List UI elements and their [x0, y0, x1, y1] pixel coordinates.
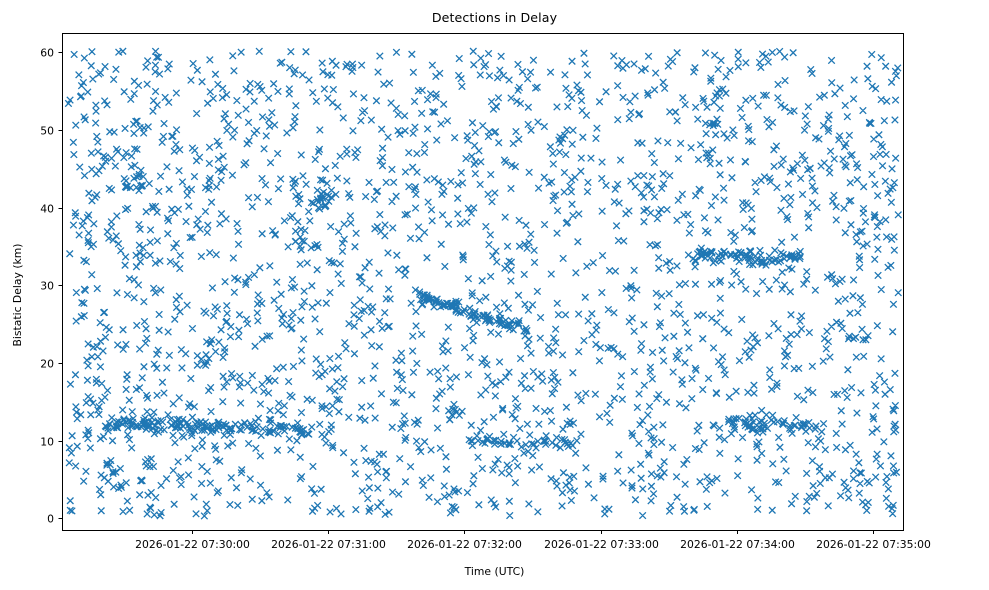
y-axis-tick-label: 50 — [40, 124, 54, 137]
y-axis-tick-label: 60 — [40, 46, 54, 59]
y-axis-tick-label: 40 — [40, 202, 54, 215]
y-axis-tick-labels: 0 10 20 30 40 50 60 — [40, 46, 54, 525]
y-axis-tick-label: 0 — [47, 512, 54, 525]
axes-frame — [62, 33, 904, 531]
chart-title: Detections in Delay — [431, 10, 558, 25]
y-axis-tick-label: 30 — [40, 279, 54, 292]
x-axis-ticks — [192, 530, 874, 534]
y-axis-ticks — [58, 52, 63, 519]
y-axis-tick-label: 20 — [40, 357, 54, 370]
x-axis-tick-label: 2026-01-22 07:35:00 — [816, 538, 931, 551]
x-axis-tick-label: 2026-01-22 07:31:00 — [271, 538, 386, 551]
x-axis-label: Time (UTC) — [464, 565, 525, 578]
y-axis-label: Bistatic Delay (km) — [11, 243, 24, 347]
y-axis-tick-label: 10 — [40, 435, 54, 448]
x-axis-tick-label: 2026-01-22 07:34:00 — [680, 538, 795, 551]
x-axis-tick-labels: 2026-01-22 07:30:00 2026-01-22 07:31:00 20… — [135, 538, 931, 551]
x-axis-tick-label: 2026-01-22 07:30:00 — [135, 538, 250, 551]
scatter-marker-group — [64, 47, 902, 520]
x-axis-tick-label: 2026-01-22 07:32:00 — [407, 538, 522, 551]
data-point-layer — [64, 47, 902, 520]
x-axis-tick-label: 2026-01-22 07:33:00 — [544, 538, 659, 551]
plot-border — [62, 33, 904, 531]
